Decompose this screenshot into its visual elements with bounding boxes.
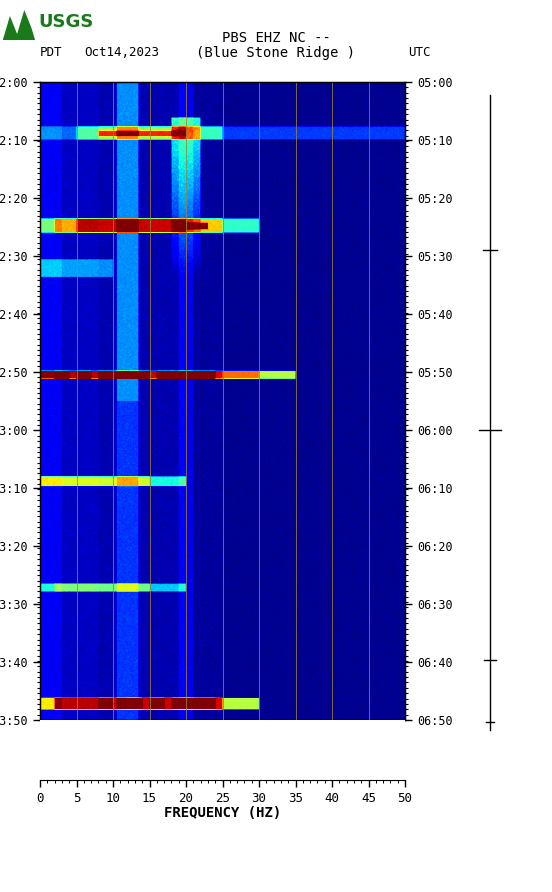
Text: UTC: UTC — [408, 46, 430, 60]
Polygon shape — [3, 10, 35, 40]
Text: Oct14,2023: Oct14,2023 — [84, 46, 159, 60]
X-axis label: FREQUENCY (HZ): FREQUENCY (HZ) — [164, 806, 281, 821]
Text: USGS: USGS — [39, 13, 94, 31]
Text: PBS EHZ NC --: PBS EHZ NC -- — [221, 31, 331, 45]
Text: PDT: PDT — [40, 46, 62, 60]
Text: (Blue Stone Ridge ): (Blue Stone Ridge ) — [197, 46, 355, 60]
